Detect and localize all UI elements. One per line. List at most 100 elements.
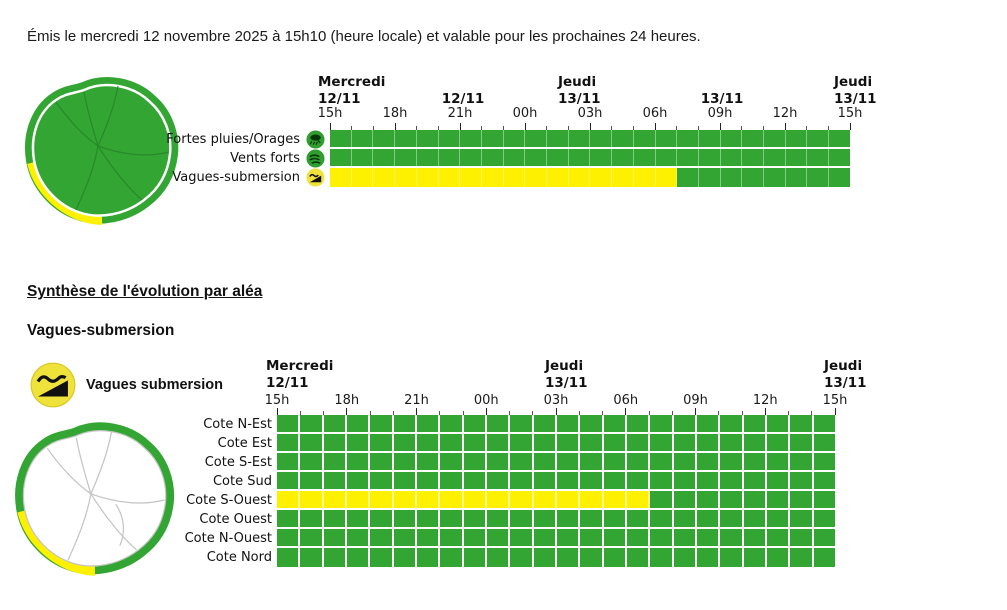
coast-row-label: Cote N-Ouest	[184, 531, 272, 546]
timeline-cell-jaune	[590, 168, 613, 187]
timeline-cell-vert	[790, 529, 814, 546]
tick-mark	[811, 411, 813, 415]
axis-hour-label: 00h	[512, 106, 538, 121]
timeline-cell-vert	[742, 130, 765, 147]
timeline-cell-jaune	[655, 168, 678, 187]
timeline-cell-vert	[766, 510, 791, 527]
timeline-cell-jaune	[393, 491, 417, 508]
timeline-cell-vert	[626, 453, 651, 470]
tick-mark	[372, 126, 374, 130]
timeline-cell-vert	[766, 529, 791, 546]
timeline-cell-vert	[673, 548, 697, 567]
timeline-cell-vert	[626, 472, 651, 489]
timeline-cell-vert	[743, 434, 767, 451]
tick-mark	[546, 126, 548, 130]
island-interior	[22, 430, 167, 567]
timeline-cell-jaune	[486, 491, 511, 508]
timeline-cell-vert	[323, 510, 347, 527]
timeline-cell-vert	[440, 548, 464, 567]
timeline-cell-vert	[720, 491, 744, 508]
timeline-cell-vert	[603, 472, 627, 489]
timeline-cell-vert	[785, 149, 808, 166]
timeline-cell-vert	[720, 472, 744, 489]
timeline-cell-vert	[829, 149, 850, 166]
tick-mark	[849, 123, 851, 130]
tick-mark	[578, 411, 580, 415]
timeline-cell-vert	[463, 453, 487, 470]
timeline-cell-vert	[438, 149, 461, 166]
timeline-cell-vert	[486, 415, 511, 432]
timeline-cell-vert	[486, 434, 511, 451]
timeline-cell-vert	[766, 491, 791, 508]
tick-mark	[589, 123, 591, 130]
timeline-cell-vert	[277, 472, 301, 489]
timeline-row	[330, 130, 850, 149]
timeline-cell-vert	[486, 453, 511, 470]
timeline-cell-vert	[393, 434, 417, 451]
hazard-subtitle: Vagues-submersion	[27, 322, 175, 339]
timeline-cell-vert	[807, 168, 830, 187]
timeline-cell-vert	[580, 434, 604, 451]
coast-row-label: Cote S-Ouest	[186, 493, 272, 508]
timeline-cell-vert	[440, 510, 464, 527]
coast-row-label: Cote N-Est	[203, 417, 272, 432]
axis-hour-label: 12h	[772, 106, 798, 121]
waves-icon	[306, 168, 325, 187]
timeline-cell-vert	[486, 510, 511, 527]
timeline-cell-vert	[416, 453, 441, 470]
timeline-cell-jaune	[370, 491, 394, 508]
timeline-cell-jaune	[346, 491, 371, 508]
reunion-map-coastline	[15, 422, 175, 576]
timeline-cell-vert	[673, 453, 697, 470]
timeline-cell-vert	[743, 491, 767, 508]
axis-date-label: Jeudi 13/11	[834, 74, 877, 107]
tick-mark	[764, 408, 766, 415]
timeline-cell-vert	[764, 168, 786, 187]
timeline-cell-vert	[698, 130, 721, 147]
timeline-cell-vert	[277, 510, 301, 527]
tick-mark	[509, 411, 510, 415]
tick-mark	[695, 408, 696, 415]
timeline-cell-vert	[300, 510, 324, 527]
timeline-cell-vert	[785, 130, 808, 147]
timeline-cell-vert	[580, 548, 604, 567]
timeline-cell-vert	[416, 510, 441, 527]
timeline-cell-vert	[829, 130, 850, 147]
issued-line: Émis le mercredi 12 novembre 2025 à 15h1…	[27, 28, 701, 45]
timeline-cell-vert	[300, 472, 324, 489]
timeline-cell-vert	[525, 130, 548, 147]
timeline-cell-vert	[743, 415, 767, 432]
timeline-cell-vert	[633, 149, 656, 166]
axis-date-label: Jeudi 13/11	[558, 74, 601, 107]
tick-mark	[806, 126, 808, 130]
timeline-cell-vert	[650, 434, 674, 451]
timeline-cell-vert	[766, 415, 791, 432]
timeline-cell-vert	[696, 453, 721, 470]
timeline-cell-vert	[568, 149, 591, 166]
hazard-row-labels: Fortes pluies/Orages Vents forts Vagues-…	[140, 130, 302, 187]
timeline-cell-jaune	[626, 491, 651, 508]
timeline-cell-vert	[766, 548, 791, 567]
tick-mark	[827, 126, 829, 130]
timeline-cell-vert	[373, 149, 396, 166]
timeline-cell-vert	[440, 434, 464, 451]
axis-tick-marks	[276, 408, 836, 415]
wind-icon	[306, 149, 325, 168]
timeline-cell-vert	[673, 510, 697, 527]
timeline-cell-vert	[393, 453, 417, 470]
timeline-cell-vert	[370, 453, 394, 470]
tick-mark	[416, 408, 417, 415]
tick-mark	[437, 126, 439, 130]
timeline-row	[277, 434, 835, 453]
timeline-cell-vert	[547, 149, 569, 166]
timeline-cell-vert	[370, 472, 394, 489]
timeline-cell-jaune	[580, 491, 604, 508]
timeline-cell-vert	[486, 548, 511, 567]
tick-mark	[346, 408, 348, 415]
timeline-cell-vert	[370, 510, 394, 527]
timeline-cell-vert	[626, 434, 651, 451]
timeline-cell-vert	[438, 130, 461, 147]
timeline-cell-vert	[743, 453, 767, 470]
timeline-cell-vert	[503, 130, 526, 147]
timeline-cell-vert	[590, 130, 613, 147]
